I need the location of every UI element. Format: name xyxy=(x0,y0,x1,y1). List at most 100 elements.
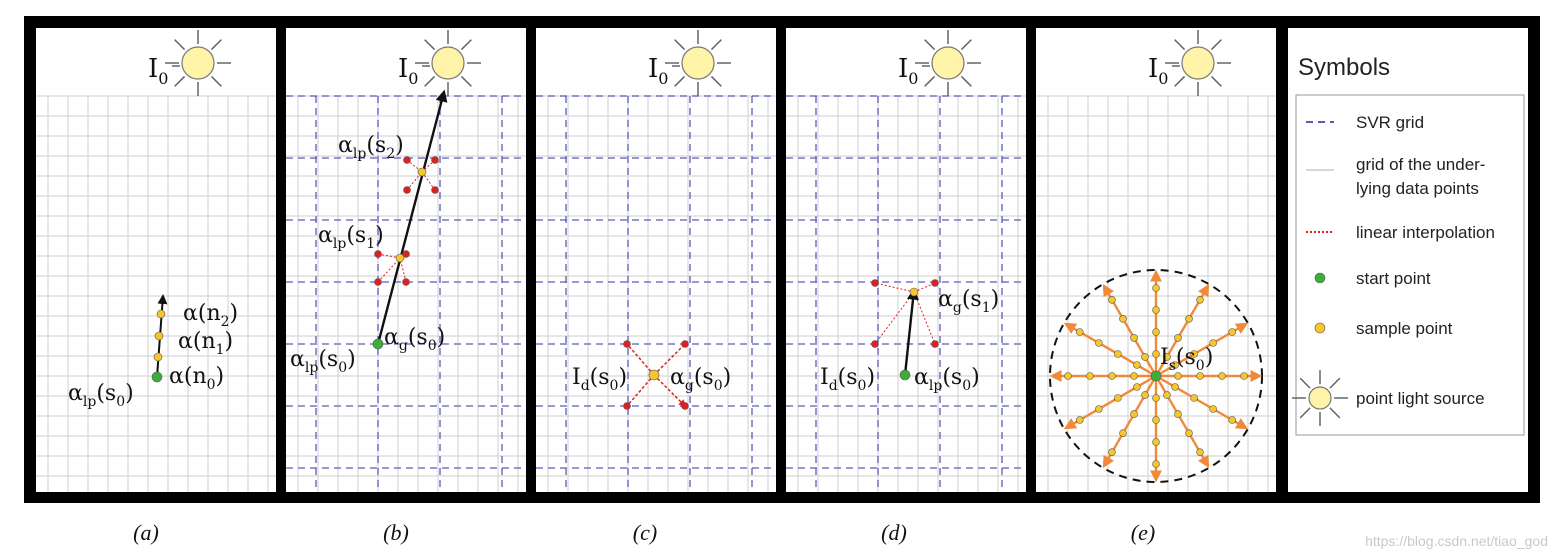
label-alpha-lp-s0: αlp(s0) xyxy=(290,347,356,376)
sample-point xyxy=(1152,306,1160,314)
sample-point xyxy=(1196,448,1204,457)
legend-start-point-icon xyxy=(1314,272,1326,284)
sample-point xyxy=(1196,372,1204,380)
sample-point xyxy=(909,287,919,297)
light-source-icon xyxy=(415,30,481,96)
sample-point xyxy=(1119,315,1127,323)
label-I-s-s0: Is(s0) xyxy=(1160,345,1213,374)
sample-point xyxy=(1108,372,1116,380)
legend-item-sample: sample point xyxy=(1314,319,1453,338)
legend-item-interp: linear interpolation xyxy=(1306,223,1495,242)
interpolation-point xyxy=(374,250,382,258)
light-label: I0 xyxy=(148,54,168,88)
sun-ray xyxy=(960,75,972,87)
sample-point xyxy=(1108,448,1116,457)
start-point xyxy=(151,371,163,383)
caption-d: (d) xyxy=(881,520,907,545)
svr-grid xyxy=(286,95,526,492)
sample-point xyxy=(1190,394,1198,402)
sample-point xyxy=(417,167,427,177)
legend-label: point light source xyxy=(1356,389,1485,408)
interpolation-line xyxy=(626,374,655,407)
sample-point xyxy=(1119,429,1127,437)
label-alpha-n0: α(n0) xyxy=(169,364,224,393)
light-source-icon xyxy=(665,30,731,96)
legend-item-data: grid of the under-lying data points xyxy=(1306,155,1485,198)
sun-ray xyxy=(1329,377,1341,389)
start-point xyxy=(1150,370,1162,382)
legend-sample-point-icon xyxy=(1314,322,1326,334)
sample-point xyxy=(1133,361,1141,369)
sample-point xyxy=(1152,416,1160,424)
interpolation-point xyxy=(431,156,439,164)
sample-point xyxy=(1114,350,1122,358)
interpolation-line xyxy=(653,374,687,408)
panel-a: I0 α(n2)α(n1) α(n0) αlp(s0) xyxy=(36,28,276,492)
sample-point xyxy=(1228,328,1237,336)
sample-point xyxy=(1185,429,1193,437)
legend-label: SVR grid xyxy=(1356,113,1424,132)
sun-ray xyxy=(710,75,722,87)
sample-point xyxy=(1075,328,1084,336)
sun-ray xyxy=(1210,75,1222,87)
sample-point xyxy=(1095,339,1103,347)
panel-background xyxy=(286,28,526,492)
interpolation-point xyxy=(403,186,411,194)
sample-point xyxy=(1185,315,1193,323)
label-I-d-s0: Id(s0) xyxy=(820,365,875,394)
caption-b: (b) xyxy=(383,520,409,545)
sample-point xyxy=(1209,339,1217,347)
light-label: I0 xyxy=(1148,54,1168,88)
light-label: I0 xyxy=(648,54,668,88)
data-grid xyxy=(536,95,776,492)
interpolation-line xyxy=(626,343,655,376)
sample-point xyxy=(1095,405,1103,413)
start-point xyxy=(899,369,911,381)
interpolation-point xyxy=(681,402,689,410)
caption-a: (a) xyxy=(133,520,159,545)
legend-item-light: point light source xyxy=(1292,370,1485,426)
sample-point xyxy=(156,309,166,319)
panel-c: I0 Id(s0) αg(s0) xyxy=(536,28,776,492)
legend-label: grid of the under- xyxy=(1356,155,1485,174)
start-point xyxy=(372,338,384,350)
sample-point xyxy=(1130,372,1138,380)
sun-ray xyxy=(1210,39,1222,51)
sample-point xyxy=(395,253,405,263)
legend: Symbols SVR grid grid of the under-lying … xyxy=(1288,28,1528,492)
sample-point xyxy=(1152,328,1160,336)
sample-point xyxy=(1064,372,1072,380)
label-I-d-s0: Id(s0) xyxy=(572,365,627,394)
label-alpha-lp-s1: αlp(s1) xyxy=(318,223,384,252)
sun-ray xyxy=(674,75,686,87)
interpolation-point xyxy=(402,278,410,286)
light-label: I0 xyxy=(898,54,918,88)
sample-point xyxy=(153,352,163,362)
panel-background xyxy=(536,28,776,492)
caption-e: (e) xyxy=(1131,520,1155,545)
sample-point xyxy=(1174,334,1182,342)
sample-point xyxy=(1152,460,1160,468)
sun-ray xyxy=(960,39,972,51)
interpolation-point xyxy=(681,340,689,348)
label-alpha-lp-s2: αlp(s2) xyxy=(338,133,404,162)
legend-title: Symbols xyxy=(1298,54,1390,81)
ray-arrow xyxy=(903,287,919,376)
data-grid xyxy=(786,95,1026,492)
interpolation-line xyxy=(913,291,936,345)
interpolation-point xyxy=(374,278,382,286)
sample-point xyxy=(1228,416,1237,424)
interpolation-point xyxy=(931,340,939,348)
sample-point xyxy=(1075,416,1084,424)
interpolation-line xyxy=(377,257,401,283)
panel-background xyxy=(36,28,276,492)
sun-ray xyxy=(424,75,436,87)
sample-point xyxy=(1196,295,1204,304)
sun-ray xyxy=(1299,407,1311,419)
sample-point xyxy=(1152,350,1160,358)
label-alpha-n2: α(n2) xyxy=(183,301,238,330)
sun-ray xyxy=(710,39,722,51)
legend-item-svr: SVR grid xyxy=(1306,113,1424,132)
legend-label: linear interpolation xyxy=(1356,223,1495,242)
